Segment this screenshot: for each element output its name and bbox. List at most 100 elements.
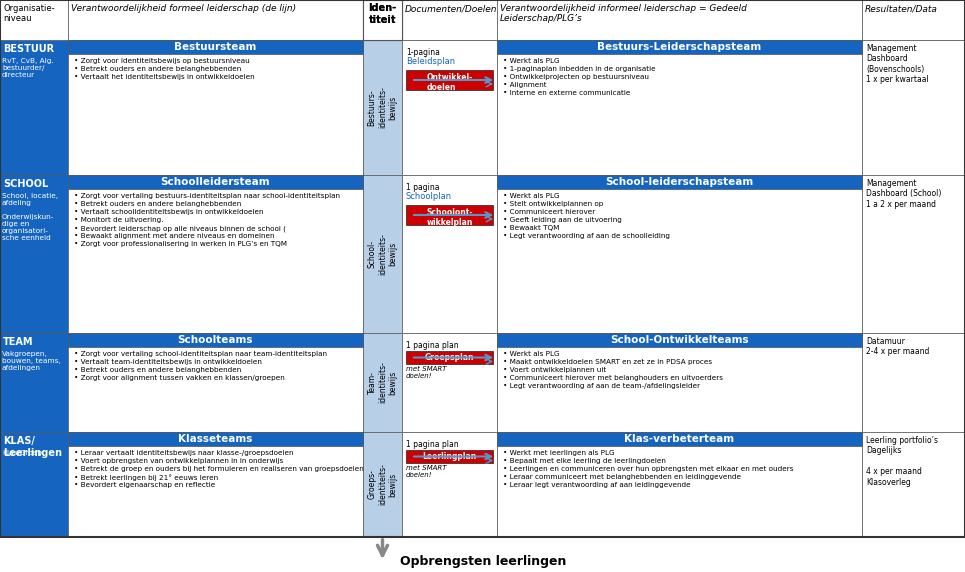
Text: Leerlingplan: Leerlingplan [423, 452, 477, 461]
Bar [497, 40, 862, 54]
Text: • Betrekt de groep en ouders bij het formuleren en realiseren van groepsdoelen: • Betrekt de groep en ouders bij het for… [74, 466, 364, 472]
Text: • Bewaakt TQM: • Bewaakt TQM [503, 225, 560, 231]
Text: Schoolteams: Schoolteams [178, 335, 253, 345]
Bar [68, 175, 363, 189]
Text: • Werkt als PLG: • Werkt als PLG [503, 58, 560, 64]
Text: • Bewaakt alignment met andere niveaus en domeinen: • Bewaakt alignment met andere niveaus e… [74, 233, 274, 239]
Bar [497, 432, 862, 446]
Text: School, locatie,
afdeling

Onderwijskun-
dige en
organisatori-
sche eenheid: School, locatie, afdeling Onderwijskun- … [2, 193, 58, 241]
Text: • Bepaalt met elke leerling de leerlingdoelen: • Bepaalt met elke leerling de leerlingd… [503, 458, 666, 464]
Text: Beleidsplan: Beleidsplan [406, 57, 455, 66]
Bar [68, 40, 363, 54]
Bar [0, 0, 965, 40]
Bar [406, 70, 493, 90]
Bar [862, 333, 965, 432]
Text: Verantwoordelijkheid formeel leiderschap (de lijn): Verantwoordelijkheid formeel leiderschap… [71, 4, 296, 13]
Bar [402, 175, 497, 333]
Text: Verantwoordelijkheid informeel leiderschap = Gedeeld
Leiderschap/PLG’s: Verantwoordelijkheid informeel leidersch… [500, 4, 747, 23]
Bar [363, 0, 402, 40]
Text: Organisatie-
niveau: Organisatie- niveau [3, 4, 55, 23]
Text: BESTUUR: BESTUUR [3, 44, 54, 54]
Text: Opbrengsten leerlingen: Opbrengsten leerlingen [400, 555, 566, 568]
Text: Resultaten/Data: Resultaten/Data [865, 4, 938, 13]
Text: Klas/Groep: Klas/Groep [2, 450, 42, 456]
Text: • Vertaalt het identiteitsbewijs in ontwikkeldoelen: • Vertaalt het identiteitsbewijs in ontw… [74, 74, 255, 80]
Text: • Werkt als PLG: • Werkt als PLG [503, 193, 560, 199]
Text: • Communiceert hierover: • Communiceert hierover [503, 209, 595, 215]
Bar [406, 351, 493, 364]
Bar [0, 0, 68, 40]
Text: • Zorgt voor professionalisering in werken in PLG’s en TQM: • Zorgt voor professionalisering in werk… [74, 241, 287, 247]
Text: • Bevordert leiderschap op alle niveaus binnen de school (: • Bevordert leiderschap op alle niveaus … [74, 225, 286, 232]
Text: School-leiderschapsteam: School-leiderschapsteam [605, 177, 754, 187]
Bar [402, 40, 497, 175]
Text: Bestuursteam: Bestuursteam [175, 42, 257, 52]
Text: Management
Dashboard
(Bovenschools)
1 x per kwartaal: Management Dashboard (Bovenschools) 1 x … [866, 44, 928, 84]
Text: 1 pagina plan: 1 pagina plan [406, 440, 458, 449]
Text: Iden-
titeit: Iden- titeit [369, 3, 397, 25]
Text: • Werkt met leerlingen als PLG: • Werkt met leerlingen als PLG [503, 450, 615, 456]
Text: • Vertaalt team-identiteitsbewijs in ontwikkeldoelen: • Vertaalt team-identiteitsbewijs in ont… [74, 359, 262, 365]
Bar [0, 432, 68, 537]
Bar [68, 432, 363, 537]
Text: School-
identiteits-
bewijs: School- identiteits- bewijs [368, 233, 398, 275]
Bar [406, 205, 493, 225]
Text: • Ontwikkelprojecten op bestuursniveau: • Ontwikkelprojecten op bestuursniveau [503, 74, 649, 80]
Bar [363, 333, 402, 432]
Bar [68, 0, 363, 40]
Text: 1 pagina plan: 1 pagina plan [406, 341, 458, 350]
Bar [497, 333, 862, 432]
Bar [402, 333, 497, 432]
Bar [862, 0, 965, 40]
Bar [363, 40, 402, 175]
Text: • Betrekt ouders en andere belanghebbenden: • Betrekt ouders en andere belanghebbend… [74, 201, 241, 207]
Text: • Betrekt leerlingen bij 21° eeuws leren: • Betrekt leerlingen bij 21° eeuws leren [74, 474, 218, 480]
Text: Klasseteams: Klasseteams [179, 434, 253, 444]
Text: • Betrekt ouders en andere belanghebbenden: • Betrekt ouders en andere belanghebbend… [74, 66, 241, 72]
Bar [0, 40, 68, 175]
Text: Schoolplan: Schoolplan [406, 192, 453, 201]
Text: • Alignment: • Alignment [503, 82, 546, 88]
Bar [68, 40, 363, 175]
Bar [497, 0, 862, 40]
Bar [0, 175, 68, 333]
Bar [68, 175, 363, 333]
Bar [363, 175, 402, 333]
Text: • Leraar communiceert met belanghebbenden en leidinggevende: • Leraar communiceert met belanghebbende… [503, 474, 741, 480]
Text: • Geeft leiding aan de uitvoering: • Geeft leiding aan de uitvoering [503, 217, 621, 223]
Text: • Communiceert hierover met belanghouders en uitvoerders: • Communiceert hierover met belanghouder… [503, 375, 723, 381]
Text: • Vertaalt schoolidentiteitsbewijs in ontwikkeldoelen: • Vertaalt schoolidentiteitsbewijs in on… [74, 209, 263, 215]
Text: Schoolont-
wikkelplan: Schoolont- wikkelplan [427, 208, 473, 228]
Text: • Legt verantwoording af aan de schoolleiding: • Legt verantwoording af aan de schoolle… [503, 233, 670, 239]
Bar [402, 432, 497, 537]
Text: 1 pagina: 1 pagina [406, 183, 439, 192]
Bar [862, 175, 965, 333]
Bar [402, 0, 497, 40]
Bar [68, 333, 363, 347]
Text: • 1-paginaplan inbedden in de organisatie: • 1-paginaplan inbedden in de organisati… [503, 66, 655, 72]
Bar [497, 175, 862, 333]
Text: Bestuurs-Leiderschapsteam: Bestuurs-Leiderschapsteam [597, 42, 761, 52]
Text: • Zorgt voor alignment tussen vakken en klassen/groepen: • Zorgt voor alignment tussen vakken en … [74, 375, 285, 381]
Bar [497, 40, 862, 175]
Text: • Monitort de uitvoering.: • Monitort de uitvoering. [74, 217, 163, 223]
Text: Leerling portfolio’s
Dagelijks

4 x per maand
Klasoverleg: Leerling portfolio’s Dagelijks 4 x per m… [866, 436, 938, 487]
Text: KLAS/
Leerlingen: KLAS/ Leerlingen [3, 436, 62, 458]
Text: Team-
identiteits-
bewijs: Team- identiteits- bewijs [368, 362, 398, 403]
Bar [363, 0, 402, 40]
Bar [406, 450, 493, 463]
Text: Documenten/Doelen: Documenten/Doelen [405, 4, 498, 13]
Text: • Interne en externe communicatie: • Interne en externe communicatie [503, 90, 630, 96]
Text: 1-pagina: 1-pagina [406, 48, 440, 57]
Text: • Leraar vertaalt identiteitsbewijs naar klasse-/groepsdoelen: • Leraar vertaalt identiteitsbewijs naar… [74, 450, 293, 456]
Text: Datamuur
2-4 x per maand: Datamuur 2-4 x per maand [866, 337, 929, 356]
Text: • Leraar legt verantwoording af aan leidinggevende: • Leraar legt verantwoording af aan leid… [503, 482, 691, 488]
Text: Vakgroepen,
bouwen, teams,
afdelingen: Vakgroepen, bouwen, teams, afdelingen [2, 351, 61, 371]
Text: • Legt verantwoording af aan de team-/afdelingsleider: • Legt verantwoording af aan de team-/af… [503, 383, 701, 389]
Text: • Leerlingen en communiceren over hun opbrengsten met elkaar en met ouders: • Leerlingen en communiceren over hun op… [503, 466, 793, 472]
Text: • Maakt ontwikkeldoelen SMART en zet ze in PDSA proces: • Maakt ontwikkeldoelen SMART en zet ze … [503, 359, 712, 365]
Text: Schoolleidersteam: Schoolleidersteam [161, 177, 270, 187]
Text: • Zorgt voor vertaling bestuurs-identiteitsplan naar school-identiteitsplan: • Zorgt voor vertaling bestuurs-identite… [74, 193, 340, 199]
Text: Groeps-
identiteits-
bewijs: Groeps- identiteits- bewijs [368, 463, 398, 506]
Text: • Zorgt voor Identiteitsbewijs op bestuursniveau: • Zorgt voor Identiteitsbewijs op bestuu… [74, 58, 250, 64]
